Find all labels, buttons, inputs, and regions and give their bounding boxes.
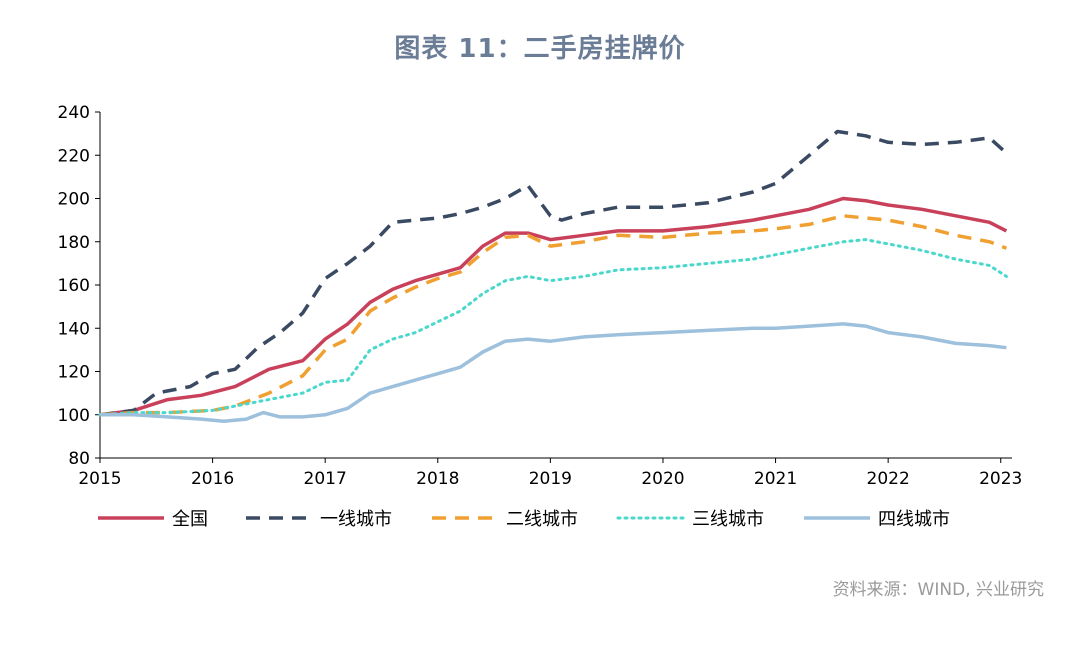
x-tick-label: 2016 [191, 469, 234, 489]
y-tick-label: 220 [58, 146, 90, 166]
y-tick-label: 100 [58, 406, 90, 426]
legend-label-2: 一线城市 [320, 509, 392, 530]
y-tick-label: 160 [58, 276, 90, 296]
y-tick-label: 140 [58, 319, 90, 339]
series-line-4 [98, 238, 1008, 417]
x-tick-label: 2021 [754, 469, 797, 489]
series-line-3 [99, 214, 1008, 417]
x-tick-label: 2017 [304, 469, 347, 489]
y-tick-label: 180 [58, 233, 90, 253]
series-line-2 [99, 129, 1008, 417]
x-tick-label: 2020 [641, 469, 684, 489]
x-tick-label: 2018 [416, 469, 459, 489]
y-tick-label: 120 [58, 363, 90, 383]
legend-label-4: 三线城市 [692, 509, 764, 530]
chart-title: 图表 11：二手房挂牌价 [394, 34, 686, 64]
x-tick-label: 2023 [979, 469, 1022, 489]
y-tick-label: 200 [58, 190, 90, 210]
series-line-1 [99, 196, 1008, 417]
legend-label-5: 四线城市 [878, 509, 950, 530]
x-tick-label: 2019 [529, 469, 572, 489]
x-tick-label: 2022 [867, 469, 910, 489]
y-tick-label: 80 [68, 449, 90, 469]
legend-label-1: 全国 [172, 509, 208, 530]
source-note: 资料来源：WIND, 兴业研究 [832, 580, 1044, 600]
x-tick-label: 2015 [78, 469, 121, 489]
series-line-5 [100, 322, 1007, 423]
legend-label-3: 二线城市 [506, 509, 578, 530]
y-tick-label: 240 [58, 103, 90, 123]
